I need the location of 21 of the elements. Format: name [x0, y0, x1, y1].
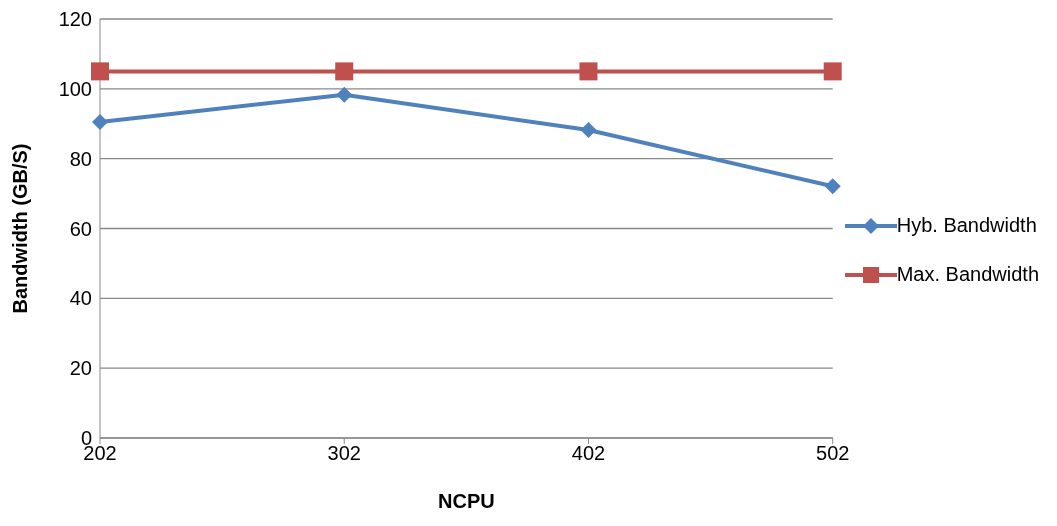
legend-label: Hyb. Bandwidth — [896, 214, 1037, 237]
point — [335, 62, 354, 81]
y-tick-label: 100 — [58, 77, 92, 100]
y-tick-label: 20 — [69, 357, 92, 380]
point — [92, 114, 108, 130]
point — [580, 122, 597, 139]
x-axis-title: NCPU — [438, 490, 495, 512]
y-tick-label: 80 — [69, 147, 92, 170]
point — [336, 86, 353, 103]
y-tick-label: 60 — [69, 217, 92, 240]
y-tick-label: 40 — [69, 287, 92, 310]
point — [823, 62, 842, 81]
x-tick-label: 502 — [816, 442, 850, 465]
x-tick-label: 302 — [327, 442, 361, 465]
x-tick-label: 402 — [571, 442, 606, 465]
point — [579, 62, 598, 81]
point — [824, 178, 841, 195]
y-tick-label: 120 — [58, 8, 92, 31]
point — [91, 62, 109, 81]
y-axis-title: Bandwidth (GB/S) — [9, 143, 32, 314]
legend-label: Max. Bandwidth — [896, 263, 1039, 286]
